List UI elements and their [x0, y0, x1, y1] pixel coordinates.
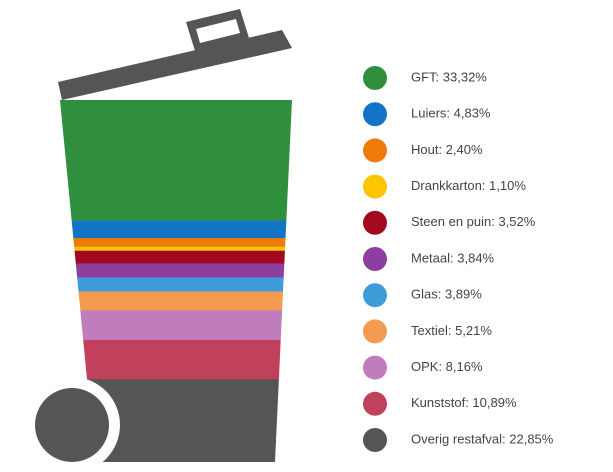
legend-label: OPK: 8,16% [411, 359, 483, 374]
legend-label: Steen en puin: 3,52% [411, 214, 536, 229]
bar-segment [50, 263, 310, 277]
legend-label: Luiers: 4,83% [411, 106, 491, 121]
legend-marker [363, 102, 387, 126]
legend-label: Kunststof: 10,89% [411, 395, 517, 410]
legend-marker [363, 428, 387, 452]
legend-label: Glas: 3,89% [411, 287, 482, 302]
legend: GFT: 33,32% Luiers: 4,83% Hout: 2,40% Drank… [363, 66, 554, 452]
legend-label: Hout: 2,40% [411, 142, 483, 157]
bar-segment [50, 238, 310, 247]
chart: GFT: 33,32% Luiers: 4,83% Hout: 2,40% Drank… [0, 0, 613, 467]
legend-marker [363, 283, 387, 307]
legend-marker [363, 211, 387, 235]
bar-segment [50, 310, 310, 340]
bin-lid [58, 9, 292, 100]
legend-label: Metaal: 3,84% [411, 250, 495, 265]
legend-marker [363, 356, 387, 380]
bar-segment [50, 277, 310, 291]
legend-label: Overig restafval: 22,85% [411, 431, 554, 446]
legend-label: Textiel: 5,21% [411, 323, 492, 338]
bar-segment [50, 221, 310, 239]
bar-segment [50, 100, 310, 221]
bar-segment [50, 291, 310, 310]
legend-label: Drankkarton: 1,10% [411, 178, 526, 193]
legend-marker [363, 247, 387, 271]
legend-marker [363, 175, 387, 199]
legend-marker [363, 319, 387, 343]
legend-label: GFT: 33,32% [411, 69, 487, 84]
bar-segment [50, 247, 310, 251]
legend-marker [363, 66, 387, 90]
bar-segment [50, 251, 310, 264]
bar-segment [50, 340, 310, 380]
legend-marker [363, 392, 387, 416]
legend-marker [363, 138, 387, 162]
